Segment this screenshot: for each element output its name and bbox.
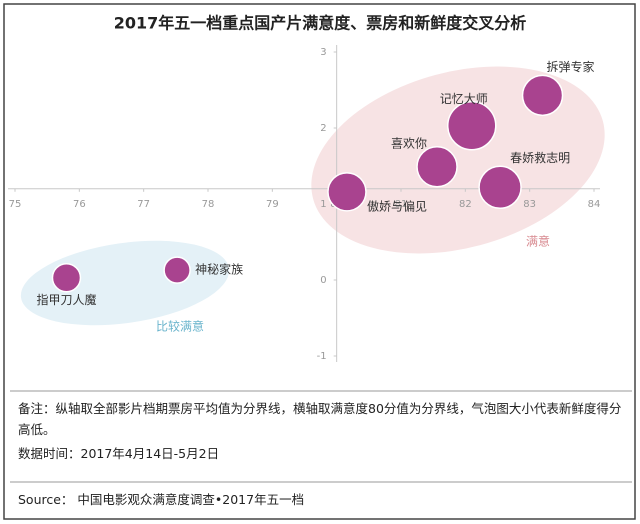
x-tick-label: 81 [395, 199, 408, 210]
bubble [327, 172, 367, 212]
bubble [51, 262, 82, 293]
bubble-label: 拆弹专家 [547, 59, 595, 74]
date: 数据时间：2017年4月14日-5月2日 [18, 446, 220, 461]
bubble-label: 神秘家族 [195, 262, 243, 277]
bubble [478, 165, 522, 210]
bubble-label: 喜欢你 [391, 135, 427, 150]
zone-label: 满意 [526, 234, 550, 249]
satisfied-zone [311, 66, 605, 254]
frame [3, 3, 636, 520]
bubble [163, 256, 191, 284]
bubble-label: 傲娇与偏见 [367, 198, 427, 213]
bubble [416, 146, 458, 188]
bubble [447, 100, 497, 151]
x-tick-label: 77 [137, 199, 150, 210]
x-tick-label: 83 [523, 199, 536, 210]
y-tick-label: 2 [320, 123, 326, 134]
source: Source： 中国电影观众满意度调查•2017年五一档 [18, 492, 305, 507]
y-tick-label: 0 [320, 275, 326, 286]
bubble-label: 指甲刀人魔 [36, 292, 96, 307]
x-tick-label: 79 [266, 199, 279, 210]
x-tick-label: 78 [202, 199, 215, 210]
note: 备注：纵轴取全部影片档期票房平均值为分界线，横轴取满意度80分值为分界线，气泡图… [18, 401, 622, 437]
y-tick-label: 3 [320, 47, 326, 58]
bubble-label: 记忆大师 [440, 92, 488, 106]
x-tick-label: 75 [9, 199, 22, 210]
bubble [521, 74, 564, 117]
chart-title: 2017年五一档重点国产片满意度、票房和新鲜度交叉分析 [114, 14, 527, 33]
y-tick-label: -1 [317, 351, 327, 362]
zone-label: 比较满意 [156, 319, 204, 334]
x-tick-label: 84 [588, 199, 601, 210]
y-tick-label: 1 [320, 199, 326, 210]
x-tick-label: 82 [459, 199, 472, 210]
x-tick-label: 76 [73, 199, 86, 210]
bubble-label: 春娇救志明 [510, 150, 570, 165]
